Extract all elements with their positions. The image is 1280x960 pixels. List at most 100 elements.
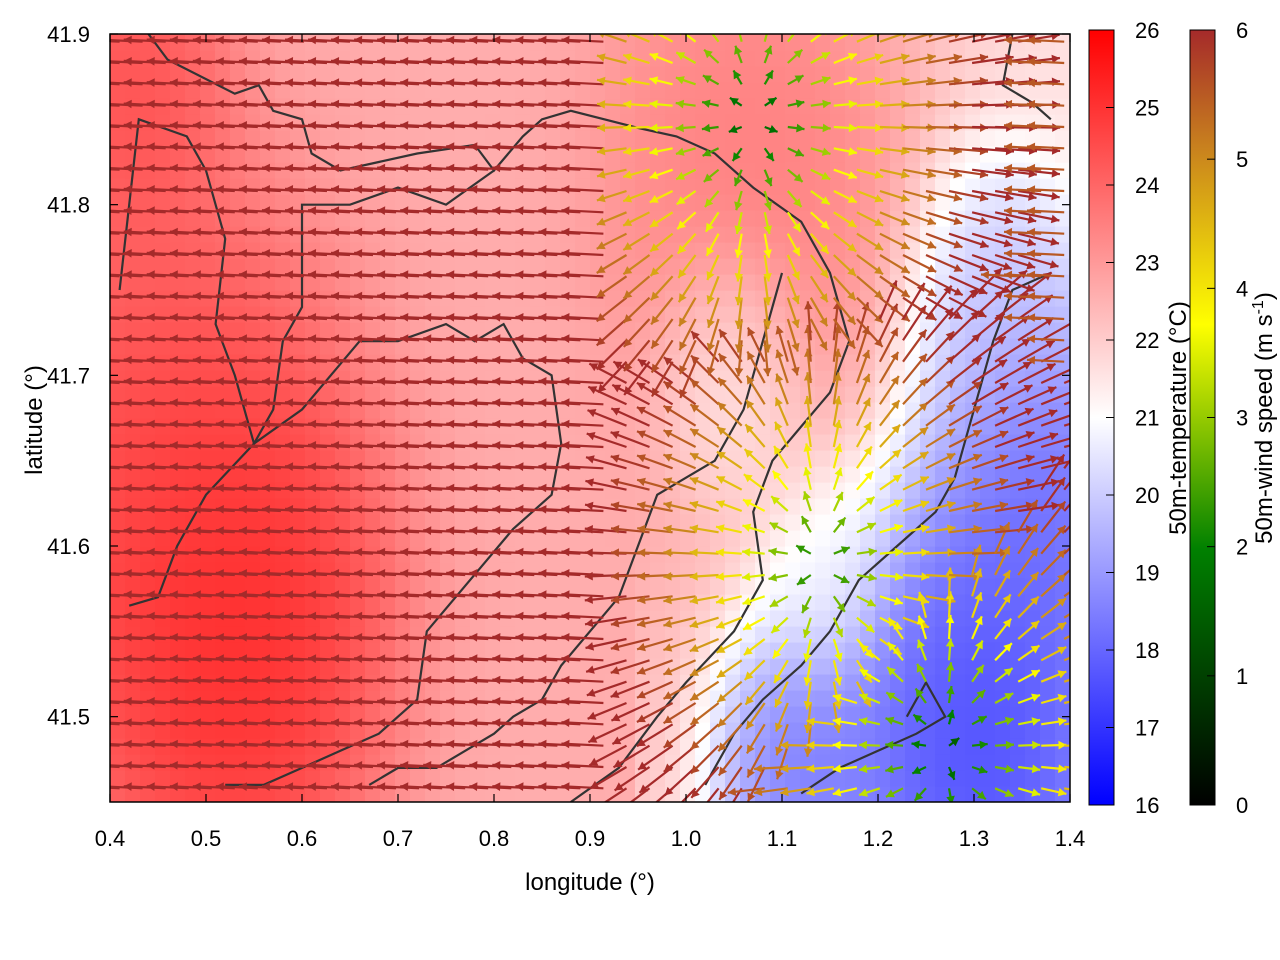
heat-cell [320, 434, 336, 451]
heat-cell [350, 370, 366, 387]
heat-cell [230, 50, 246, 67]
heat-cell [110, 450, 126, 467]
heat-cell [230, 418, 246, 435]
heat-cell [470, 514, 486, 531]
heat-cell [455, 306, 471, 323]
heat-cell [275, 578, 291, 595]
heat-cell [275, 146, 291, 163]
heat-cell [230, 274, 246, 291]
heat-cell [200, 370, 216, 387]
heat-cell [650, 610, 666, 627]
heat-cell [575, 434, 591, 451]
heat-cell [155, 450, 171, 467]
heat-cell [395, 114, 411, 131]
heat-cell [200, 402, 216, 419]
heat-cell [530, 50, 546, 67]
heat-cell [1025, 626, 1041, 643]
heat-cell [185, 658, 201, 675]
heat-cell [275, 642, 291, 659]
heat-cell [785, 514, 801, 531]
heat-cell [245, 642, 261, 659]
heat-cell [200, 754, 216, 771]
heat-cell [920, 770, 936, 787]
heat-cell [365, 754, 381, 771]
heat-cell [110, 402, 126, 419]
heat-cell [140, 450, 156, 467]
heat-cell [185, 258, 201, 275]
heat-cell [200, 258, 216, 275]
heat-cell [185, 466, 201, 483]
heat-cell [710, 578, 726, 595]
heat-cell [470, 258, 486, 275]
heat-cell [575, 642, 591, 659]
heat-cell [305, 50, 321, 67]
heat-cell [965, 674, 981, 691]
wind-arrow-head [101, 142, 109, 151]
heat-cell [815, 562, 831, 579]
heat-cell [785, 402, 801, 419]
heat-cell [575, 322, 591, 339]
heat-cell [935, 98, 951, 115]
heat-cell [740, 434, 756, 451]
heat-cell [410, 434, 426, 451]
heat-cell [305, 642, 321, 659]
heat-cell [605, 82, 621, 99]
heat-cell [380, 258, 396, 275]
heat-cell [455, 690, 471, 707]
heat-cell [320, 546, 336, 563]
heat-cell [965, 66, 981, 83]
heat-cell [200, 82, 216, 99]
heat-cell [950, 626, 966, 643]
heat-cell [260, 210, 276, 227]
heat-cell [530, 626, 546, 643]
heat-cell [1010, 466, 1026, 483]
heat-cell [425, 722, 441, 739]
heat-cell [1055, 242, 1070, 259]
heat-cell [740, 66, 756, 83]
heat-cell [740, 578, 756, 595]
heat-cell [575, 578, 591, 595]
heat-cell [380, 706, 396, 723]
heat-cell [245, 386, 261, 403]
heat-cell [365, 370, 381, 387]
heat-cell [230, 66, 246, 83]
heat-cell [830, 258, 846, 275]
heat-cell [230, 290, 246, 307]
heat-cell [875, 450, 891, 467]
heat-cell [320, 146, 336, 163]
heat-cell [425, 514, 441, 531]
heat-cell [1040, 562, 1056, 579]
heat-cell [125, 146, 141, 163]
heat-cell [425, 306, 441, 323]
heat-cell [320, 674, 336, 691]
heat-cell [305, 322, 321, 339]
heat-cell [1055, 306, 1070, 323]
heat-cell [455, 386, 471, 403]
heat-cell [470, 130, 486, 147]
wind-arrow-head [78, 782, 86, 791]
heat-cell [125, 402, 141, 419]
heat-cell [710, 130, 726, 147]
heat-cell [500, 114, 516, 131]
heat-cell [365, 594, 381, 611]
heat-cell [200, 658, 216, 675]
heat-cell [725, 82, 741, 99]
heat-cell [500, 178, 516, 195]
heat-cell [215, 450, 231, 467]
heat-cell [575, 178, 591, 195]
heat-cell [605, 98, 621, 115]
heat-cell [425, 450, 441, 467]
heat-cell [1010, 786, 1026, 802]
heat-cell [830, 66, 846, 83]
heat-cell [200, 306, 216, 323]
heat-cell [305, 370, 321, 387]
heat-cell [440, 594, 456, 611]
heat-cell [395, 562, 411, 579]
heat-cell [980, 130, 996, 147]
heat-cell [695, 34, 711, 51]
heat-cell [185, 786, 201, 802]
heat-cell [110, 66, 126, 83]
heat-cell [545, 242, 561, 259]
heat-cell [605, 66, 621, 83]
heat-cell [365, 434, 381, 451]
